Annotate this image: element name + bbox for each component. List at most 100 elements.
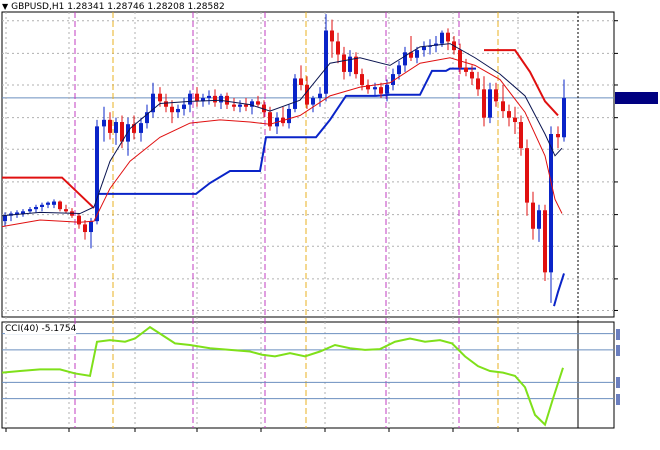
candle-body: [348, 56, 352, 72]
cci-level-label: [616, 393, 620, 405]
candle-body: [244, 104, 248, 107]
cci-indicator-label: CCI(40) -5.1754: [5, 324, 77, 334]
candle-body: [403, 52, 407, 66]
candle-body: [158, 93, 162, 102]
candle-body: [556, 134, 560, 138]
main-panel-frame: [1, 11, 615, 318]
candle-body: [268, 112, 272, 127]
candle-body: [476, 78, 480, 90]
candle-body: [330, 30, 334, 42]
candle-body: [15, 212, 19, 215]
candle-body: [513, 117, 517, 123]
candle-body: [428, 45, 432, 47]
candle-body: [549, 134, 553, 273]
open-value: 1.28341: [67, 2, 105, 12]
moving-average-red: [1, 57, 563, 228]
dropdown-arrow-icon[interactable]: ▼: [2, 2, 9, 11]
candle-body: [262, 104, 266, 113]
candle-body: [470, 71, 474, 79]
cci-level-label: [616, 377, 620, 389]
candle-body: [114, 122, 118, 133]
candle-body: [238, 104, 242, 107]
blue-stop-line: [98, 67, 476, 195]
candle-body: [201, 98, 205, 102]
candle-body: [207, 95, 211, 99]
candle-body: [120, 122, 124, 142]
blue-hook-line: [553, 273, 565, 307]
candle-body: [311, 98, 315, 105]
moving-average-dark: [1, 43, 563, 217]
candle-body: [145, 112, 149, 124]
candle-body: [537, 210, 541, 229]
candle-body: [256, 101, 260, 105]
candle-body: [40, 204, 44, 207]
candle-body: [132, 124, 136, 133]
cci-line: [1, 325, 564, 427]
candle-body: [34, 206, 38, 210]
candle-body: [440, 32, 444, 44]
candle-body: [391, 74, 395, 85]
candle-body: [397, 65, 401, 75]
candle-body: [139, 123, 143, 133]
candle-body: [525, 148, 529, 203]
candle-body: [213, 95, 217, 103]
candle-body: [415, 50, 419, 58]
candle-body: [409, 52, 413, 58]
candle-body: [28, 209, 32, 212]
candle-body: [250, 101, 254, 107]
candle-body: [422, 46, 426, 51]
candle-body: [299, 78, 303, 85]
candle-body: [458, 50, 462, 68]
candle-body: [379, 87, 383, 94]
candle-body: [151, 93, 155, 113]
candle-body: [77, 215, 81, 225]
current-price-badge: [615, 91, 658, 104]
red-stop-line-left: [2, 176, 95, 209]
candle-body: [488, 89, 492, 118]
candle-body: [562, 98, 566, 138]
candle-body: [126, 124, 130, 142]
candle-body: [293, 78, 297, 109]
candle-body: [531, 202, 535, 229]
candle-body: [318, 93, 322, 99]
candle-body: [342, 54, 346, 72]
candle-body: [95, 126, 99, 222]
candle-body: [52, 201, 56, 205]
candle-body: [385, 84, 389, 94]
candle-body: [89, 221, 93, 233]
candle-body: [46, 202, 50, 205]
candle-body: [64, 209, 68, 212]
candle-body: [195, 93, 199, 102]
candle-body: [501, 101, 505, 112]
candle-body: [225, 95, 229, 105]
close-value: 1.28582: [187, 2, 225, 12]
chart-header: ▼ GBPUSD,H1 1.28341 1.28746 1.28208 1.285…: [2, 2, 225, 12]
candle-body: [543, 210, 547, 273]
low-value: 1.28208: [147, 2, 185, 12]
cci-panel-frame: [1, 321, 615, 429]
candle-body: [232, 104, 236, 107]
candle-body: [305, 84, 309, 105]
candle-body: [219, 95, 223, 103]
cci-level-label: [616, 328, 620, 340]
candle-body: [182, 104, 186, 109]
candle-body: [336, 41, 340, 55]
candle-body: [170, 106, 174, 113]
candle-body: [21, 211, 25, 214]
high-value: 1.28746: [107, 2, 145, 12]
cci-level-label: [616, 361, 620, 372]
candle-body: [366, 84, 370, 90]
candle-body: [519, 122, 523, 149]
candle-body: [188, 93, 192, 105]
candle-body: [360, 74, 364, 85]
candle-body: [324, 30, 328, 94]
candle-body: [287, 108, 291, 124]
candle-body: [482, 89, 486, 118]
candle-body: [464, 67, 468, 72]
candle-body: [446, 32, 450, 42]
red-stop-line-right: [484, 49, 559, 117]
candle-body: [354, 56, 358, 75]
candle-body: [108, 119, 112, 133]
candle-body: [164, 101, 168, 107]
